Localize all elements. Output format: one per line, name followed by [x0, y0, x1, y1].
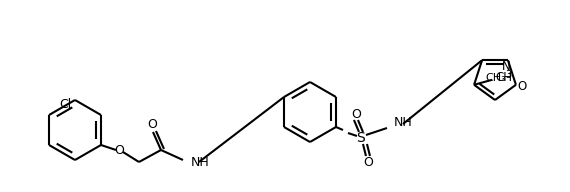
Text: O: O [363, 156, 373, 169]
Text: S: S [357, 131, 365, 145]
Text: O: O [518, 80, 527, 93]
Text: NH: NH [394, 117, 413, 129]
Text: NH: NH [191, 156, 210, 170]
Text: CH: CH [495, 71, 512, 84]
Text: O: O [351, 108, 361, 121]
Text: CH₃: CH₃ [486, 73, 507, 83]
Text: Cl: Cl [59, 98, 71, 112]
Text: N: N [502, 60, 510, 73]
Text: O: O [114, 143, 124, 156]
Text: O: O [147, 118, 157, 132]
Text: 3: 3 [505, 70, 511, 80]
